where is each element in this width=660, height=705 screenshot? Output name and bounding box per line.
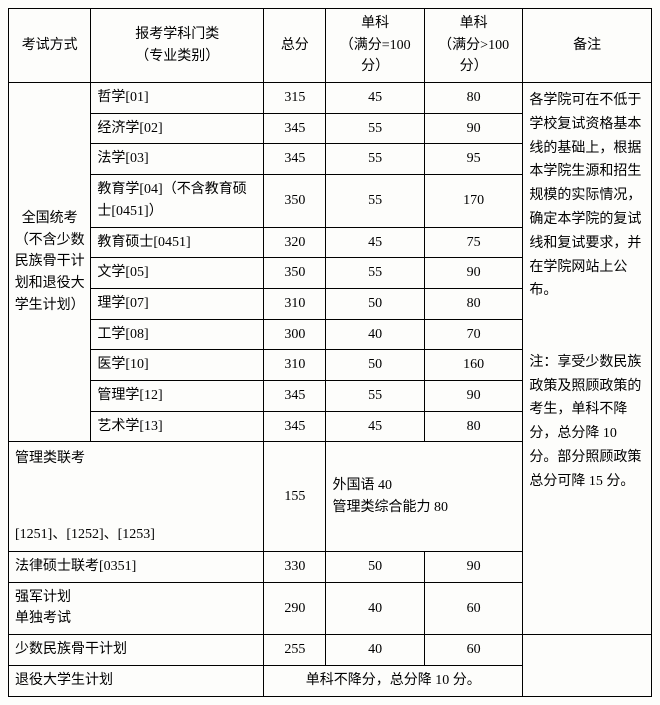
col-major: 报考学科门类（专业类别） — [91, 9, 264, 83]
major-s100p: 80 — [424, 83, 522, 114]
major-total: 350 — [264, 258, 326, 289]
major-s100: 50 — [326, 288, 424, 319]
score-table: 考试方式 报考学科门类（专业类别） 总分 单科（满分=100分） 单科（满分>1… — [8, 8, 652, 697]
minority-exam-s100: 40 — [326, 635, 424, 666]
col-single-100p: 单科（满分>100分） — [424, 9, 522, 83]
major-s100p: 80 — [424, 288, 522, 319]
army-exam-s100p: 60 — [424, 582, 522, 634]
army-exam-label: 强军计划单独考试 — [9, 582, 264, 634]
army-exam-total: 290 — [264, 582, 326, 634]
major-s100p: 90 — [424, 380, 522, 411]
exam-method-national: 全国统考（不含少数民族骨干计划和退役大学生计划） — [9, 83, 91, 442]
major-s100p: 90 — [424, 258, 522, 289]
remarks-empty — [523, 635, 652, 696]
major-s100: 55 — [326, 380, 424, 411]
retired-exam-note: 单科不降分，总分降 10 分。 — [264, 665, 523, 696]
major-total: 310 — [264, 288, 326, 319]
major-s100p: 70 — [424, 319, 522, 350]
major-s100: 50 — [326, 350, 424, 381]
major-s100: 45 — [326, 411, 424, 442]
retired-exam-label: 退役大学生计划 — [9, 665, 264, 696]
major-s100p: 80 — [424, 411, 522, 442]
major-s100: 55 — [326, 144, 424, 175]
major-name: 文学[05] — [91, 258, 264, 289]
major-total: 310 — [264, 350, 326, 381]
major-s100: 55 — [326, 258, 424, 289]
law-exam-label: 法律硕士联考[0351] — [9, 552, 264, 583]
mgmt-exam-label: 管理类联考[1251]、[1252]、[1253] — [9, 442, 264, 552]
major-name: 艺术学[13] — [91, 411, 264, 442]
major-s100: 45 — [326, 227, 424, 258]
major-name: 哲学[01] — [91, 83, 264, 114]
minority-exam-total: 255 — [264, 635, 326, 666]
row-major-0: 全国统考（不含少数民族骨干计划和退役大学生计划） 哲学[01] 315 45 8… — [9, 83, 652, 114]
row-minority-exam: 少数民族骨干计划 255 40 60 — [9, 635, 652, 666]
major-name: 教育硕士[0451] — [91, 227, 264, 258]
major-name: 理学[07] — [91, 288, 264, 319]
major-s100p: 75 — [424, 227, 522, 258]
major-total: 315 — [264, 83, 326, 114]
major-s100p: 90 — [424, 113, 522, 144]
col-exam-method: 考试方式 — [9, 9, 91, 83]
major-s100p: 95 — [424, 144, 522, 175]
major-total: 300 — [264, 319, 326, 350]
remarks-text: 各学院可在不低于学校复试资格基本线的基础上，根据本学院生源和招生规模的实际情况，… — [523, 83, 652, 635]
major-s100p: 160 — [424, 350, 522, 381]
law-exam-total: 330 — [264, 552, 326, 583]
law-exam-s100: 50 — [326, 552, 424, 583]
major-total: 345 — [264, 144, 326, 175]
header-row: 考试方式 报考学科门类（专业类别） 总分 单科（满分=100分） 单科（满分>1… — [9, 9, 652, 83]
major-name: 工学[08] — [91, 319, 264, 350]
major-s100p: 170 — [424, 175, 522, 227]
major-total: 320 — [264, 227, 326, 258]
major-name: 经济学[02] — [91, 113, 264, 144]
major-total: 345 — [264, 380, 326, 411]
major-name: 医学[10] — [91, 350, 264, 381]
major-s100: 40 — [326, 319, 424, 350]
major-s100: 55 — [326, 113, 424, 144]
major-name: 教育学[04]（不含教育硕士[0451]） — [91, 175, 264, 227]
major-name: 管理学[12] — [91, 380, 264, 411]
minority-exam-s100p: 60 — [424, 635, 522, 666]
col-remarks: 备注 — [523, 9, 652, 83]
minority-exam-label: 少数民族骨干计划 — [9, 635, 264, 666]
col-total: 总分 — [264, 9, 326, 83]
col-single-100: 单科（满分=100分） — [326, 9, 424, 83]
major-total: 345 — [264, 411, 326, 442]
law-exam-s100p: 90 — [424, 552, 522, 583]
mgmt-exam-total: 155 — [264, 442, 326, 552]
major-total: 350 — [264, 175, 326, 227]
major-s100: 45 — [326, 83, 424, 114]
major-name: 法学[03] — [91, 144, 264, 175]
major-total: 345 — [264, 113, 326, 144]
mgmt-exam-subjects: 外国语 40管理类综合能力 80 — [326, 442, 523, 552]
army-exam-s100: 40 — [326, 582, 424, 634]
major-s100: 55 — [326, 175, 424, 227]
